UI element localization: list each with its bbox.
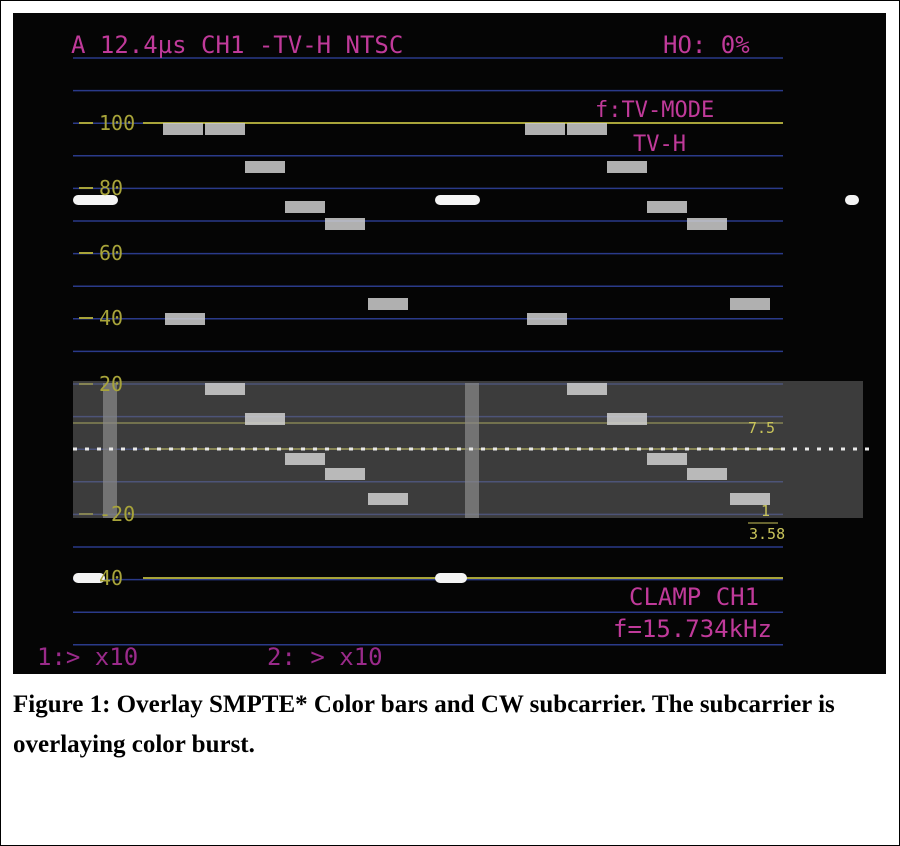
- bar-level: [687, 468, 727, 480]
- header-right: HO: 0%: [663, 31, 750, 59]
- frequency-label: f=15.734kHz: [613, 615, 772, 643]
- bar-level: [368, 298, 408, 310]
- figure-caption: Figure 1: Overlay SMPTE* Color bars and …: [13, 685, 873, 765]
- scale-label: 20: [99, 372, 123, 396]
- mode-label: f:TV-MODE: [595, 98, 714, 123]
- bar-level: [687, 218, 727, 230]
- sync-pulse: [435, 195, 480, 205]
- sync-pulse: [845, 195, 859, 205]
- bar-level: [567, 123, 607, 135]
- scale-label: 60: [99, 241, 123, 265]
- bar-level: [325, 468, 365, 480]
- ratio-numerator: 1: [761, 502, 770, 520]
- bar-level: [527, 313, 567, 325]
- bar-level: [730, 298, 770, 310]
- bar-level: [163, 123, 203, 135]
- sync-tip: [435, 573, 467, 583]
- bar-level: [165, 313, 205, 325]
- bar-level: [607, 161, 647, 173]
- bar-level: [647, 201, 687, 213]
- setup-label: 7.5: [748, 419, 775, 437]
- ch1-gain: 1:> x10: [37, 643, 138, 671]
- bar-level: [285, 453, 325, 465]
- bar-level: [245, 161, 285, 173]
- bar-level: [567, 383, 607, 395]
- bar-level: [325, 218, 365, 230]
- bar-level: [285, 201, 325, 213]
- ratio-denominator: 3.58: [749, 525, 785, 543]
- scope-screen: A 12.4µs CH1 -TV-H NTSC HO: 0% f:TV-MODE…: [13, 13, 886, 674]
- bar-level: [205, 383, 245, 395]
- scale-label: 40: [99, 566, 123, 590]
- bar-level: [647, 453, 687, 465]
- scale-label: 40: [99, 306, 123, 330]
- bar-level: [368, 493, 408, 505]
- header-left: A 12.4µs CH1 -TV-H NTSC: [71, 31, 403, 59]
- bar-level: [525, 123, 565, 135]
- clamp-label: CLAMP CH1: [629, 583, 759, 611]
- bar-level: [205, 123, 245, 135]
- scale-label: -20: [99, 502, 135, 526]
- page: A 12.4µs CH1 -TV-H NTSC HO: 0% f:TV-MODE…: [0, 0, 900, 846]
- bar-level: [607, 413, 647, 425]
- mode-sub-label: TV-H: [633, 132, 686, 157]
- ch2-gain: 2: > x10: [267, 643, 383, 671]
- scale-label: 100: [99, 111, 135, 135]
- bar-level: [245, 413, 285, 425]
- scale-label: 80: [99, 176, 123, 200]
